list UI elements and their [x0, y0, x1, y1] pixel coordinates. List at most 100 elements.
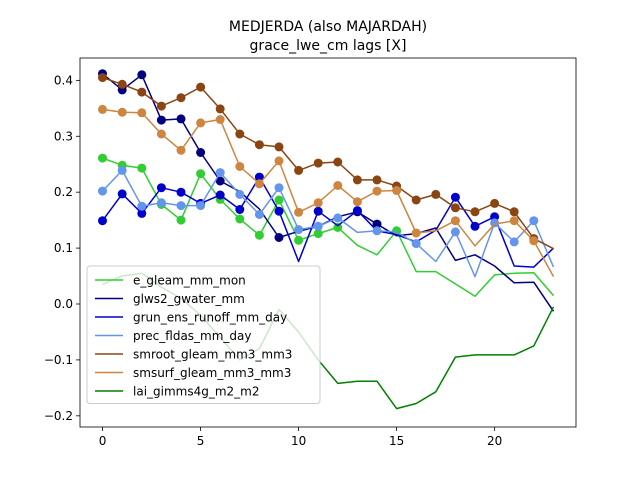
- x-tick-label: 20: [487, 434, 502, 448]
- data-point: [313, 229, 323, 239]
- y-tick-label: 0.1: [54, 241, 73, 255]
- data-point: [196, 148, 206, 157]
- data-point: [196, 82, 206, 92]
- series-smsurf_gleam_mm3_mm3: [98, 104, 555, 277]
- data-point: [196, 118, 206, 128]
- legend-label: grun_ens_runoff_mm_day: [133, 311, 287, 325]
- legend: e_gleam_mm_mon glws2_gwater_mm grun_ens_ru…: [86, 265, 321, 404]
- legend-box: [86, 265, 321, 404]
- plot-area: 0 5 10 15 20 −0.2 −0.1 0.0 0.1 0.2 0.3 0.4 e_gleam_m…: [44, 57, 577, 448]
- data-point: [215, 190, 225, 200]
- data-point: [411, 239, 421, 249]
- data-point: [352, 206, 362, 216]
- data-point: [333, 181, 343, 190]
- data-point: [529, 236, 539, 246]
- data-point: [156, 115, 166, 125]
- data-point: [274, 142, 284, 152]
- data-point: [313, 158, 323, 168]
- data-point: [235, 162, 245, 171]
- data-point: [274, 195, 284, 205]
- legend-label: smroot_gleam_mm3_mm3: [133, 348, 292, 362]
- y-tick-label: −0.2: [44, 409, 73, 423]
- series-line: [102, 76, 554, 250]
- data-point: [274, 233, 284, 242]
- data-point: [294, 235, 304, 245]
- data-point: [392, 186, 402, 195]
- data-point: [98, 104, 107, 114]
- data-point: [117, 79, 127, 89]
- data-point: [176, 215, 186, 225]
- data-point: [274, 183, 284, 193]
- series-line: [102, 108, 555, 277]
- data-point: [176, 187, 186, 197]
- data-point: [274, 206, 284, 216]
- data-point: [254, 179, 264, 189]
- data-point: [176, 145, 186, 155]
- series-prec_fldas_mm_day: [98, 165, 555, 278]
- legend-label: smsurf_gleam_mm3_mm3: [133, 366, 291, 380]
- data-point: [294, 165, 304, 175]
- series-smroot_gleam_mm3_mm3: [98, 73, 554, 250]
- data-point: [176, 201, 186, 211]
- data-point: [156, 101, 166, 111]
- chart-title: MEDJERDA (also MAJARDAH): [229, 19, 427, 35]
- data-point: [254, 230, 264, 240]
- data-point: [137, 208, 147, 218]
- data-point: [509, 237, 519, 247]
- data-point: [431, 189, 441, 199]
- data-point: [411, 195, 421, 205]
- x-tick-label: 10: [291, 434, 306, 448]
- data-point: [450, 227, 460, 237]
- data-point: [254, 210, 264, 219]
- data-point: [235, 129, 245, 139]
- data-point: [98, 216, 107, 226]
- y-tick-label: 0.2: [54, 185, 73, 199]
- y-tick-label: 0.3: [54, 129, 73, 143]
- data-point: [196, 169, 206, 179]
- y-tick-label: 0.0: [54, 297, 73, 311]
- data-point: [117, 107, 127, 117]
- data-point: [254, 140, 264, 150]
- data-point: [450, 203, 460, 213]
- data-point: [450, 192, 460, 202]
- legend-label: glws2_gwater_mm: [133, 292, 245, 306]
- data-point: [490, 198, 500, 208]
- data-point: [156, 183, 166, 193]
- data-point: [137, 87, 147, 97]
- data-point: [294, 225, 304, 235]
- data-point: [450, 216, 460, 226]
- data-point: [98, 73, 107, 83]
- data-point: [98, 186, 107, 196]
- data-point: [372, 175, 382, 185]
- data-point: [313, 198, 323, 208]
- data-point: [215, 176, 225, 186]
- data-point: [274, 156, 284, 166]
- data-point: [156, 198, 166, 208]
- data-point: [470, 221, 480, 231]
- data-point: [352, 175, 362, 185]
- x-tick-label: 5: [197, 434, 205, 448]
- data-point: [254, 172, 264, 182]
- data-point: [352, 197, 362, 207]
- y-tick-label: 0.4: [54, 73, 73, 87]
- data-point: [333, 157, 343, 167]
- data-point: [333, 213, 343, 223]
- data-point: [235, 189, 245, 199]
- data-point: [333, 222, 343, 232]
- data-point: [117, 165, 127, 175]
- data-point: [98, 153, 107, 163]
- y-tick-label: −0.1: [44, 353, 73, 367]
- data-point: [215, 168, 225, 178]
- data-point: [313, 221, 323, 231]
- data-point: [137, 70, 147, 80]
- data-point: [235, 205, 245, 214]
- legend-label: prec_fldas_mm_day: [133, 329, 252, 343]
- data-point: [156, 129, 166, 139]
- data-point: [490, 218, 500, 228]
- data-point: [509, 216, 519, 226]
- data-point: [117, 189, 127, 199]
- data-point: [176, 114, 186, 124]
- data-point: [137, 108, 147, 118]
- data-point: [509, 207, 519, 217]
